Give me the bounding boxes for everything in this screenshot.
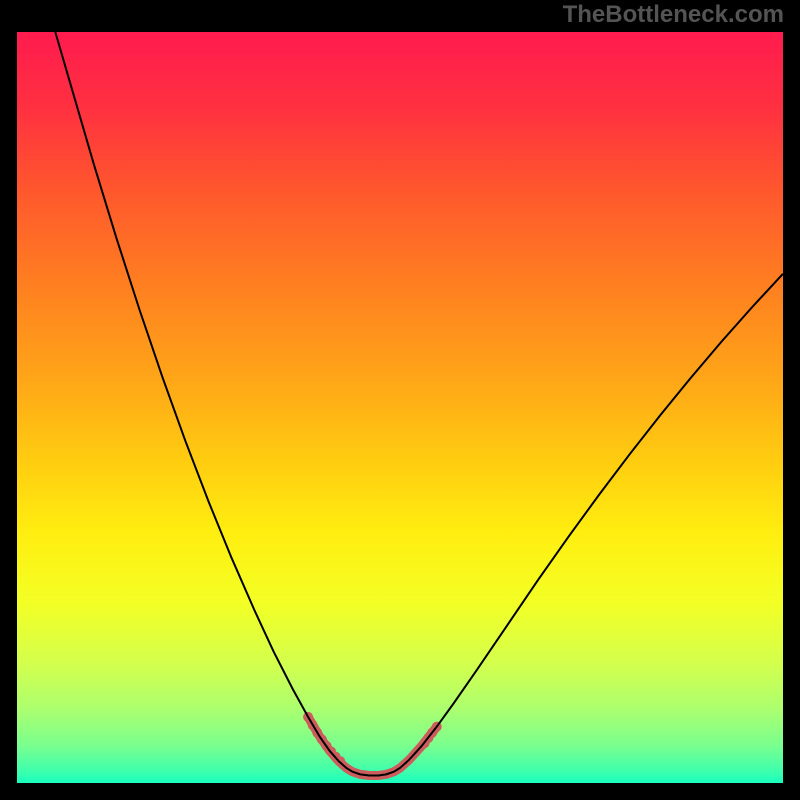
main-curve — [55, 32, 783, 775]
plot-area — [17, 32, 783, 783]
chart-frame — [15, 30, 785, 785]
watermark-text: TheBottleneck.com — [563, 1, 784, 29]
chart-svg — [17, 32, 783, 783]
